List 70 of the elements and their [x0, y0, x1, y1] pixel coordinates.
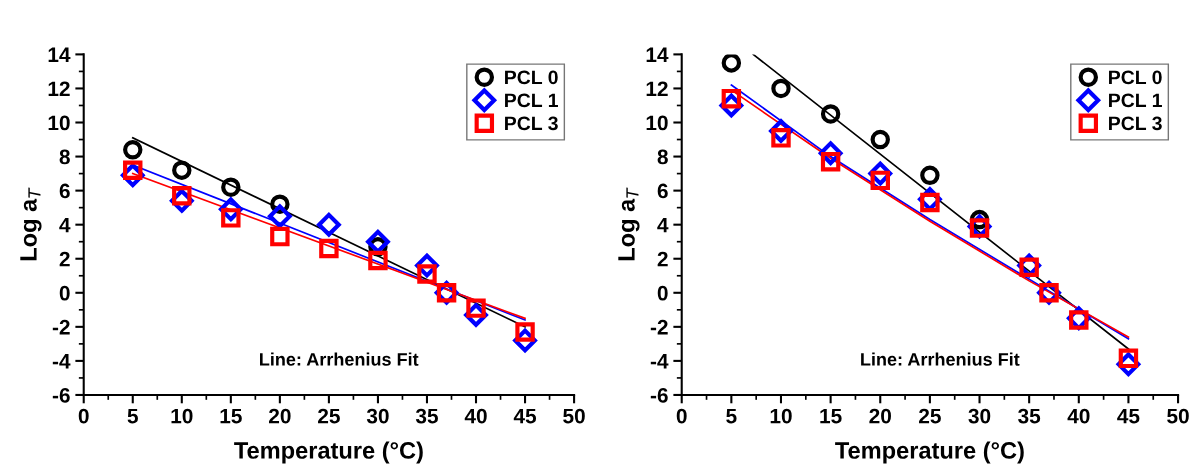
point — [920, 165, 940, 186]
y-tick-label: 0 — [59, 285, 70, 301]
point — [368, 250, 388, 271]
annotation: Line: Arrhenius Fit — [260, 352, 419, 366]
y-tick-label: -4 — [650, 354, 669, 369]
x-tick-label: 15 — [220, 408, 242, 424]
x-tick-label: 10 — [171, 408, 193, 424]
point — [221, 177, 241, 197]
y-tick-label: 10 — [48, 115, 70, 131]
x-axis-title: Temperature (°C) — [835, 441, 1024, 464]
point — [316, 212, 341, 237]
y-tick-label: 8 — [657, 149, 668, 165]
x-tick-label: 0 — [676, 408, 687, 424]
point — [270, 226, 290, 247]
y-tick-label: -2 — [52, 319, 70, 335]
legend-label: PCL 1 — [1109, 93, 1162, 108]
x-tick-label: 20 — [869, 408, 891, 424]
x-tick-label: 50 — [1167, 408, 1189, 424]
point — [319, 238, 339, 259]
point — [870, 129, 890, 150]
y-tick-label: 6 — [657, 183, 668, 199]
y-axis-title: Log a$_{T}$ — [20, 187, 42, 261]
y-tick-label: -4 — [52, 354, 71, 369]
x-tick-label: 25 — [919, 408, 941, 424]
x-tick-label: 20 — [269, 408, 291, 424]
point — [771, 78, 791, 99]
legend-label: PCL 0 — [1109, 70, 1162, 85]
legend-label: PCL 1 — [505, 93, 558, 108]
x-tick-label: 35 — [1018, 408, 1041, 424]
annotation: Line: Arrhenius Fit — [861, 352, 1020, 366]
point — [172, 160, 192, 180]
x-tick-label: 30 — [968, 408, 991, 424]
y-tick-label: -6 — [650, 387, 668, 403]
x-tick-label: 0 — [78, 408, 89, 424]
y-tick-label: 8 — [59, 149, 70, 165]
x-tick-label: 30 — [366, 408, 389, 424]
x-tick-label: 10 — [770, 408, 792, 424]
x-tick-label: 50 — [563, 408, 585, 424]
y-tick-label: -2 — [650, 319, 668, 335]
y-tick-label: 12 — [48, 81, 70, 96]
y-tick-label: 2 — [59, 251, 70, 267]
y-tick-label: 12 — [646, 81, 668, 96]
y-tick-label: 4 — [657, 217, 669, 233]
x-tick-label: 15 — [820, 408, 842, 424]
point — [721, 54, 742, 73]
x-tick-label: 40 — [464, 408, 487, 424]
point — [267, 204, 292, 229]
point — [366, 229, 390, 254]
point — [820, 104, 841, 124]
x-tick-label: 45 — [513, 408, 537, 424]
point — [123, 140, 143, 160]
y-tick-label: 10 — [646, 115, 668, 131]
x-tick-label: 40 — [1067, 408, 1090, 424]
x-tick-label: 25 — [318, 408, 340, 424]
legend-label: PCL 3 — [1109, 116, 1162, 131]
x-tick-label: 45 — [1117, 408, 1140, 424]
x-tick-label: 5 — [127, 408, 138, 424]
y-tick-label: -6 — [52, 387, 70, 403]
y-tick-label: 4 — [59, 217, 71, 233]
legend-label: PCL 0 — [505, 70, 558, 85]
legend-label: PCL 3 — [505, 116, 558, 131]
y-tick-label: 2 — [657, 251, 668, 267]
y-tick-label: 0 — [657, 285, 668, 301]
y-tick-label: 6 — [59, 183, 70, 199]
x-axis-title: Temperature (°C) — [234, 441, 423, 464]
y-axis-title: Log a$_{T}$ — [618, 187, 640, 261]
y-tick-label: 14 — [48, 47, 71, 62]
y-tick-label: 14 — [646, 47, 669, 62]
x-tick-label: 5 — [726, 408, 737, 424]
x-tick-label: 35 — [415, 408, 438, 424]
